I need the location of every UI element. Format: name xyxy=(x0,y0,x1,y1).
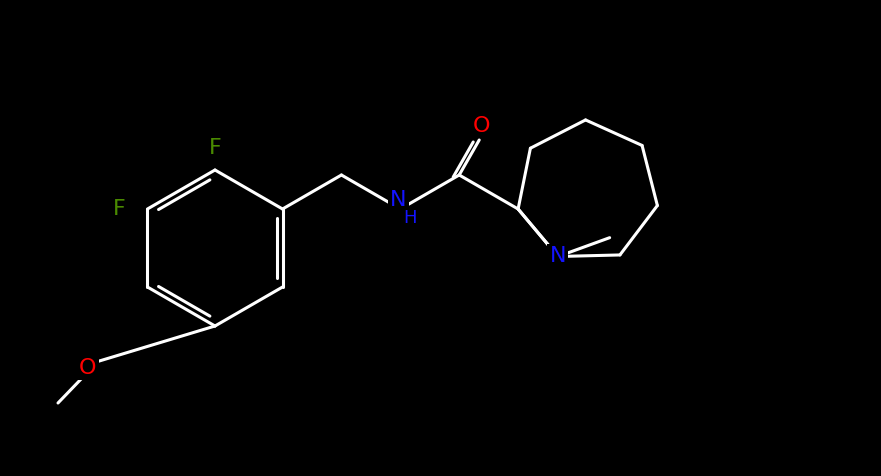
Text: F: F xyxy=(113,199,126,219)
Text: F: F xyxy=(209,138,221,158)
Text: O: O xyxy=(79,358,97,378)
Text: N: N xyxy=(550,247,566,267)
Text: N: N xyxy=(390,190,406,210)
Text: O: O xyxy=(472,116,490,136)
Text: H: H xyxy=(403,209,417,227)
